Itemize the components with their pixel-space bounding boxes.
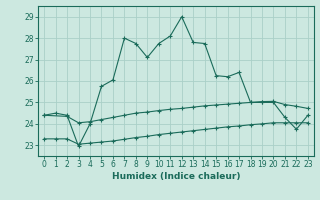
X-axis label: Humidex (Indice chaleur): Humidex (Indice chaleur) xyxy=(112,172,240,181)
